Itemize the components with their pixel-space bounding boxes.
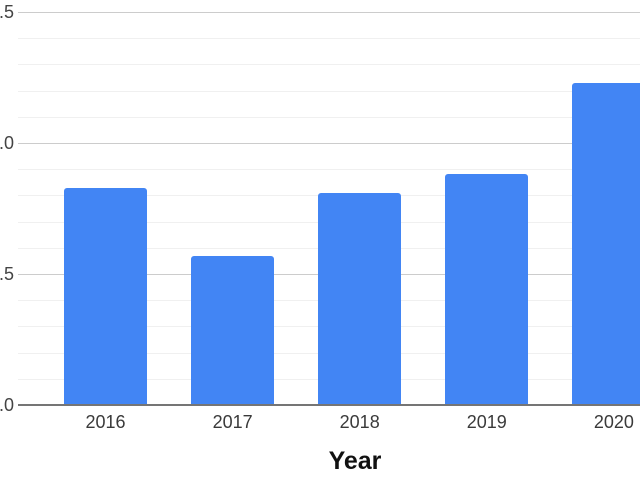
y-tick-label: 0.0 (0, 395, 14, 415)
bar-2019[interactable] (445, 174, 529, 405)
major-gridline (18, 12, 640, 13)
y-tick-label: 1.0 (0, 133, 14, 153)
minor-gridline (18, 38, 640, 40)
major-gridline (18, 143, 640, 144)
minor-gridline (18, 169, 640, 171)
bar-2016[interactable] (64, 187, 147, 405)
minor-gridline (18, 64, 640, 66)
y-tick-label: 1.5 (0, 2, 14, 22)
x-axis-title: Year (328, 447, 382, 475)
x-tick-label: 2017 (212, 412, 253, 432)
bar-2017[interactable] (191, 255, 275, 405)
bar-2018[interactable] (318, 192, 402, 405)
x-tick-label: 2019 (466, 412, 507, 432)
x-tick-label: 2020 (593, 412, 634, 432)
x-tick-label: 2016 (85, 412, 126, 432)
x-axis-line (18, 404, 640, 406)
minor-gridline (18, 116, 640, 118)
minor-gridline (18, 90, 640, 92)
bar-2020[interactable] (572, 82, 640, 405)
x-tick-label: 2018 (339, 412, 380, 432)
y-tick-label: 0.5 (0, 264, 14, 284)
